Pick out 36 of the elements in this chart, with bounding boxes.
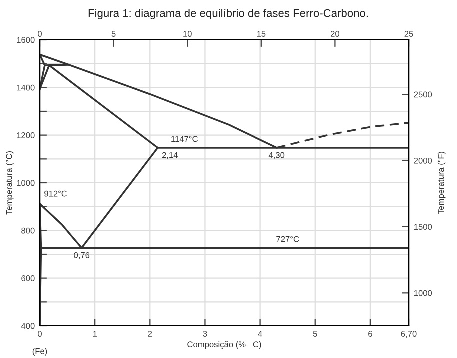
y-tick-label: 1600 [17, 37, 35, 44]
y-tick-label: 1000 [17, 180, 35, 186]
x2-tick-label: 15 [257, 31, 266, 37]
x-tick-label: 6,70 [401, 331, 417, 338]
y-tick-label: 400 [21, 323, 35, 330]
x-tick-label: 2 [148, 331, 152, 337]
annotation: 1147°C [172, 136, 198, 142]
x2-tick-label: 10 [184, 31, 192, 37]
y2-tick-label: 2000 [414, 158, 432, 164]
annotation: 4,30 [268, 152, 285, 160]
x-tick-label: 3 [203, 331, 208, 337]
y-tick-label: 600 [22, 276, 35, 282]
annotation: 912°C [44, 190, 68, 197]
x-tick-label: 0 [38, 331, 42, 337]
chart-title: Figura 1: diagrama de equilíbrio de fases Ferro-Carbono. [88, 8, 368, 20]
x-tick-label: 5 [313, 331, 318, 337]
x2-tick-label: 0 [38, 31, 42, 37]
x-tick-label: 4 [258, 331, 262, 337]
y2-tick-label: 1000 [414, 290, 432, 296]
y2-tick-label: 1500 [414, 224, 432, 230]
y2-axis-title: Temperatura (°F) [438, 152, 446, 214]
y-tick-label: 1200 [17, 132, 35, 138]
x2-tick-label: 20 [330, 31, 340, 37]
x-tick-label: 1 [93, 331, 97, 337]
annotation: 0,76 [74, 252, 90, 260]
x2-tick-label: 5 [112, 31, 116, 37]
annotation: 727°C [276, 236, 300, 242]
y-axis-title: Temperatura (°C) [6, 152, 14, 215]
text: (Fe) [32, 348, 48, 356]
x-tick-label: 6 [368, 331, 372, 337]
y-tick-label: 800 [22, 228, 35, 234]
y2-tick-label: 2500 [414, 92, 432, 98]
x2-tick-label: 25 [404, 31, 414, 37]
annotation: 2,14 [162, 152, 178, 160]
x-axis-title: Composição (% C) [188, 341, 262, 350]
y-tick-label: 1400 [17, 84, 35, 91]
